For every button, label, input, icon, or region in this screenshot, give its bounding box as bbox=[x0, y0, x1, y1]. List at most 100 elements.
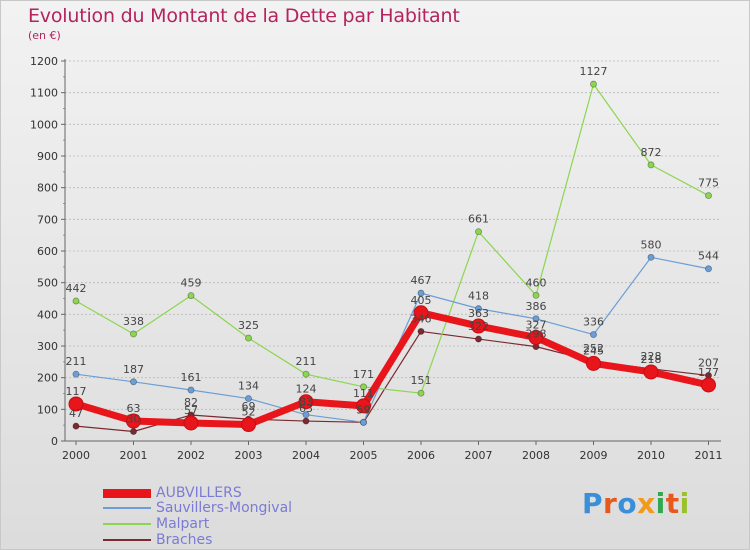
data-label: 63 bbox=[127, 402, 141, 415]
x-tick-label: 2002 bbox=[177, 449, 205, 462]
data-label: 211 bbox=[66, 355, 87, 368]
data-label: 171 bbox=[353, 368, 374, 381]
data-label: 52 bbox=[242, 406, 256, 419]
data-point bbox=[72, 297, 80, 305]
data-label: 151 bbox=[411, 374, 432, 387]
legend-label: Braches bbox=[156, 532, 213, 548]
data-point bbox=[302, 417, 310, 425]
logo-letter: i bbox=[679, 487, 690, 520]
data-point bbox=[241, 417, 256, 433]
series-line-braches bbox=[75, 330, 710, 433]
data-label: 47 bbox=[69, 407, 83, 420]
data-point bbox=[245, 395, 252, 403]
y-tick-label: 1100 bbox=[30, 87, 58, 100]
data-point bbox=[126, 413, 141, 429]
legend-item: Sauvillers-Mongival bbox=[103, 500, 292, 516]
data-point bbox=[187, 292, 195, 300]
x-tick-label: 2008 bbox=[522, 449, 550, 462]
data-point bbox=[647, 253, 655, 261]
data-label: 325 bbox=[238, 319, 259, 332]
data-label: 117 bbox=[66, 385, 87, 398]
data-label: 82 bbox=[184, 396, 198, 409]
data-point bbox=[471, 318, 486, 334]
data-label: 418 bbox=[468, 290, 489, 303]
logo-letter: o bbox=[617, 487, 638, 520]
x-tick-label: 2004 bbox=[292, 449, 320, 462]
data-point bbox=[475, 228, 482, 236]
data-label: 161 bbox=[181, 371, 202, 384]
legend-swatch bbox=[103, 488, 151, 498]
x-tick-label: 2009 bbox=[580, 449, 608, 462]
legend-swatch bbox=[103, 523, 151, 525]
data-point bbox=[360, 418, 367, 426]
y-tick-label: 400 bbox=[37, 308, 58, 321]
legend-label: Sauvillers-Mongival bbox=[156, 500, 293, 516]
data-point bbox=[356, 398, 371, 414]
data-label: 580 bbox=[641, 238, 662, 251]
y-tick-label: 300 bbox=[37, 340, 58, 353]
data-point bbox=[417, 389, 425, 397]
data-label: 405 bbox=[411, 294, 432, 307]
data-point bbox=[302, 411, 310, 419]
data-label: 111 bbox=[353, 387, 374, 400]
logo-letter: x bbox=[637, 487, 656, 520]
proxiti-logo: Proxiti bbox=[582, 487, 690, 520]
y-tick-label: 200 bbox=[37, 372, 58, 385]
data-label: 59 bbox=[357, 403, 371, 416]
legend-label: AUBVILLERS bbox=[156, 485, 242, 501]
y-tick-label: 600 bbox=[37, 245, 58, 258]
y-tick-label: 500 bbox=[37, 277, 58, 290]
legend-label: Malpart bbox=[156, 516, 210, 532]
data-point bbox=[590, 331, 597, 339]
data-point bbox=[72, 422, 80, 430]
data-label: 386 bbox=[526, 300, 547, 313]
data-label: 30 bbox=[127, 413, 141, 426]
data-label: 245 bbox=[583, 344, 604, 357]
legend-item: Braches bbox=[103, 532, 212, 548]
chart-unit: (en €) bbox=[28, 29, 61, 42]
data-label: 460 bbox=[526, 276, 547, 289]
legend-item: AUBVILLERS bbox=[103, 485, 242, 501]
data-point bbox=[417, 327, 425, 335]
data-point bbox=[298, 394, 314, 410]
logo-letter: t bbox=[665, 487, 680, 520]
y-tick-label: 1200 bbox=[30, 55, 58, 68]
chart-title: Evolution du Montant de la Dette par Hab… bbox=[28, 5, 460, 27]
data-label: 218 bbox=[641, 353, 662, 366]
data-label: 544 bbox=[698, 250, 719, 263]
data-label: 124 bbox=[296, 383, 317, 396]
data-label: 83 bbox=[299, 396, 313, 409]
y-tick-label: 900 bbox=[37, 150, 58, 163]
legend-swatch bbox=[103, 507, 151, 509]
logo-letter: r bbox=[603, 487, 618, 520]
logo-letter: P bbox=[582, 487, 604, 520]
data-label: 322 bbox=[468, 320, 489, 333]
x-tick-label: 2011 bbox=[695, 449, 723, 462]
x-tick-label: 2001 bbox=[120, 449, 148, 462]
data-label: 336 bbox=[583, 316, 604, 329]
data-label: 69 bbox=[242, 400, 256, 413]
legend-item: Malpart bbox=[103, 516, 209, 532]
data-label: 661 bbox=[468, 213, 489, 226]
data-label: 211 bbox=[296, 355, 317, 368]
data-label: 134 bbox=[238, 380, 259, 393]
y-tick-label: 1000 bbox=[30, 118, 58, 131]
data-point bbox=[302, 370, 310, 378]
x-tick-label: 2003 bbox=[235, 449, 263, 462]
legend-swatch bbox=[103, 539, 151, 541]
y-tick-label: 800 bbox=[37, 182, 58, 195]
data-point bbox=[413, 305, 429, 321]
data-point bbox=[590, 80, 597, 88]
data-label: 207 bbox=[698, 356, 719, 369]
y-tick-label: 0 bbox=[51, 435, 58, 448]
data-label: 327 bbox=[526, 318, 547, 331]
data-point bbox=[183, 415, 199, 431]
data-label: 872 bbox=[641, 146, 662, 159]
data-label: 363 bbox=[468, 307, 489, 320]
data-point bbox=[705, 192, 712, 200]
data-point bbox=[528, 329, 544, 345]
data-label: 59 bbox=[357, 403, 371, 416]
data-label: 775 bbox=[698, 177, 719, 190]
